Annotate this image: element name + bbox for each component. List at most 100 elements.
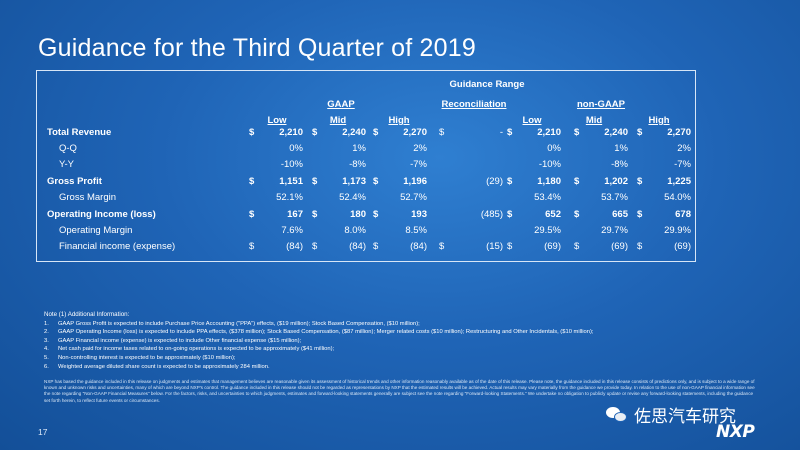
cell-gaap-low: (84): [286, 241, 303, 252]
cell-ng-high: 29.9%: [664, 225, 691, 236]
currency-symbol: $: [637, 241, 643, 252]
cell-gaap-high: 2,270: [403, 127, 427, 138]
cell-gaap-low: 7.6%: [281, 225, 303, 236]
cell-ng-low: 29.5%: [534, 225, 561, 236]
note-number: 2.: [44, 329, 49, 336]
currency-symbol: $: [312, 241, 318, 252]
cell-gaap-low: 0%: [289, 143, 303, 154]
cell-ng-mid: 1,202: [604, 176, 628, 187]
gaap-header: GAAP: [327, 99, 355, 110]
currency-symbol: $: [574, 209, 580, 220]
gaap-high-header: High: [388, 115, 410, 126]
notes-heading: Note (1) Additional Information:: [44, 311, 130, 318]
currency-symbol: $: [373, 241, 379, 252]
currency-symbol: $: [574, 127, 580, 138]
cell-ng-mid: 665: [612, 209, 628, 220]
group-header: Guidance Range: [449, 79, 525, 90]
slide-title: Guidance for the Third Quarter of 2019: [38, 34, 476, 62]
cell-gaap-low: 2,210: [279, 127, 303, 138]
note-number: 6.: [44, 363, 49, 370]
ng-low-header: Low: [522, 115, 542, 126]
note-text: GAAP Operating Income (loss) is expected…: [58, 329, 594, 336]
note-item: 2. GAAP Operating Income (loss) is expect…: [44, 328, 764, 337]
cell-gaap-high: -7%: [410, 159, 427, 170]
cell-ng-mid: (69): [611, 241, 628, 252]
cell-ng-low: (69): [544, 241, 561, 252]
cell-ng-high: 678: [675, 209, 691, 220]
gaap-mid-header: Mid: [329, 115, 347, 126]
cell-reconciliation: -: [499, 127, 503, 138]
cell-ng-low: 53.4%: [534, 192, 561, 203]
reconciliation-header: Reconciliation: [441, 99, 507, 110]
currency-symbol: $: [373, 209, 379, 220]
currency-symbol: $: [507, 176, 513, 187]
cell-reconciliation: (15): [486, 241, 503, 252]
cell-gaap-mid: 180: [350, 209, 366, 220]
row-label: Operating Income (loss): [47, 209, 156, 220]
note-text: Non-controlling interest is expected to …: [58, 354, 236, 361]
note-text: GAAP Financial income (expense) is expec…: [58, 337, 302, 344]
cell-ng-mid: 2,240: [604, 127, 628, 138]
cell-gaap-low: 52.1%: [276, 192, 303, 203]
currency-symbol: $: [249, 127, 255, 138]
cell-ng-low: 2,210: [537, 127, 561, 138]
note-number: 4.: [44, 346, 49, 353]
currency-symbol: $: [574, 176, 580, 187]
cell-gaap-low: -10%: [280, 159, 303, 170]
gaap-low-header: Low: [267, 115, 287, 126]
currency-symbol: $: [312, 209, 318, 220]
cell-gaap-mid: 2,240: [342, 127, 366, 138]
cell-gaap-high: 1,196: [403, 176, 427, 187]
note-number: 1.: [44, 320, 49, 327]
notes-list: 1. GAAP Gross Profit is expected to inclu…: [44, 320, 764, 372]
currency-symbol: $: [637, 176, 643, 187]
currency-symbol: $: [249, 241, 255, 252]
row-label: Gross Profit: [47, 176, 102, 187]
note-item: 1. GAAP Gross Profit is expected to inclu…: [44, 320, 764, 329]
notes-section: Note (1) Additional Information: 1. GAAP …: [44, 311, 764, 371]
cell-ng-high: 2,270: [667, 127, 691, 138]
cell-gaap-mid: 1,173: [342, 176, 366, 187]
cell-gaap-low: 167: [287, 209, 303, 220]
watermark: 佐思汽车研究: [606, 402, 736, 427]
currency-symbol: $: [373, 176, 379, 187]
note-text: GAAP Gross Profit is expected to include…: [58, 320, 420, 327]
cell-ng-mid: 1%: [614, 143, 628, 154]
row-label: Gross Margin: [59, 192, 117, 203]
currency-symbol: $: [312, 176, 318, 187]
note-text: Weighted average diluted share count is …: [58, 363, 270, 370]
note-item: 5. Non-controlling interest is expected t…: [44, 354, 764, 363]
currency-symbol: $: [249, 176, 255, 187]
currency-symbol: $: [507, 241, 513, 252]
note-number: 5.: [44, 354, 49, 361]
ng-mid-header: Mid: [585, 115, 603, 126]
cell-gaap-mid: 52.4%: [339, 192, 366, 203]
cell-ng-mid: 53.7%: [601, 192, 628, 203]
currency-symbol: $: [574, 241, 580, 252]
cell-gaap-mid: (84): [349, 241, 366, 252]
cell-ng-high: 1,225: [667, 176, 691, 187]
cell-gaap-high: 8.5%: [405, 225, 427, 236]
cell-ng-high: (69): [674, 241, 691, 252]
row-label: Total Revenue: [47, 127, 112, 138]
cell-gaap-mid: 1%: [352, 143, 366, 154]
cell-ng-high: -7%: [674, 159, 691, 170]
cell-gaap-low: 1,151: [279, 176, 303, 187]
note-item: 3. GAAP Financial income (expense) is exp…: [44, 337, 764, 346]
currency-symbol: $: [439, 127, 445, 138]
cell-gaap-high: (84): [410, 241, 427, 252]
cell-gaap-mid: 8.0%: [344, 225, 366, 236]
ng-high-header: High: [648, 115, 670, 126]
currency-symbol: $: [439, 241, 445, 252]
row-label: Operating Margin: [59, 225, 133, 236]
nxp-logo: NXP: [716, 422, 755, 442]
cell-gaap-mid: -8%: [349, 159, 366, 170]
note-text: Net cash paid for income taxes related t…: [58, 346, 335, 353]
currency-symbol: $: [507, 209, 513, 220]
watermark-text: 佐思汽车研究: [634, 407, 736, 427]
cell-ng-low: 0%: [547, 143, 561, 154]
cell-ng-mid: -8%: [611, 159, 628, 170]
row-label: Financial income (expense): [59, 241, 176, 252]
row-label: Q-Q: [59, 143, 77, 154]
